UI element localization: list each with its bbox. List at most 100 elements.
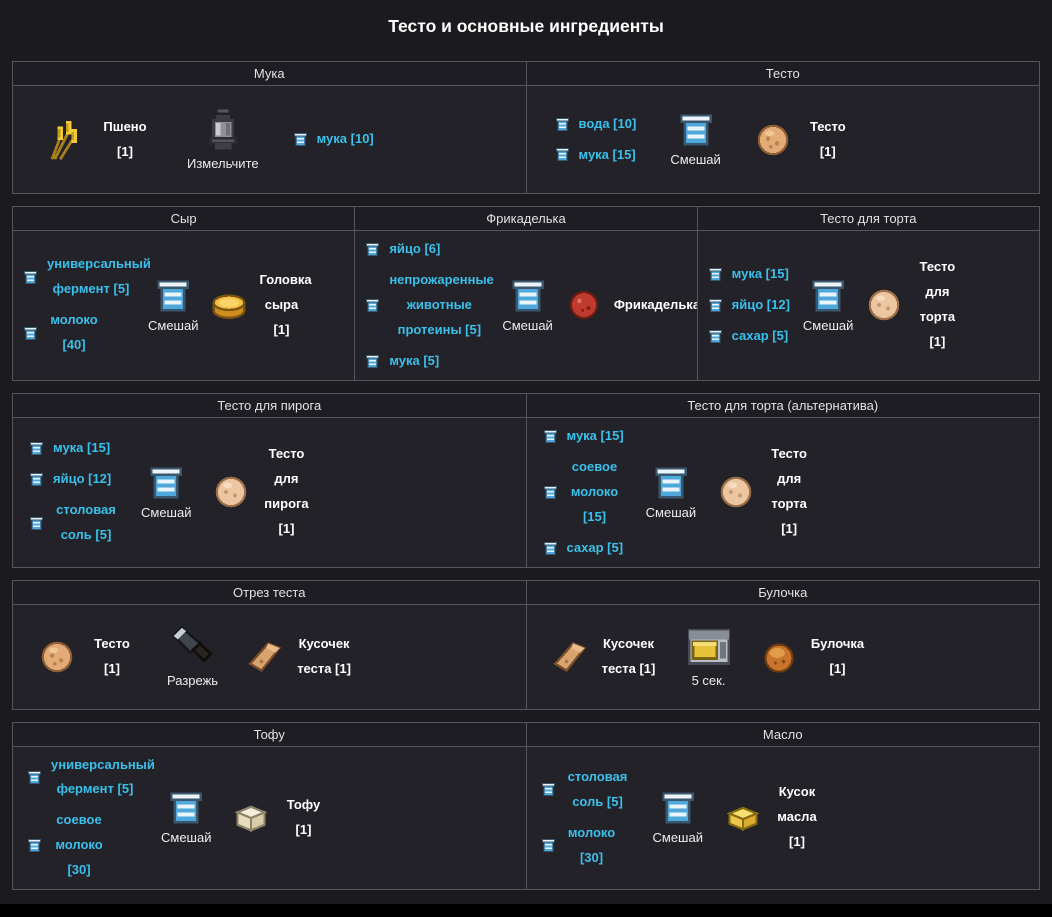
ingredient-pot-icon <box>29 441 44 456</box>
recipe-panel-cake-dough-alt: Тесто для торта (альтернатива) мука [15]… <box>526 392 1040 568</box>
ingredient-link[interactable]: мука [15] <box>566 427 624 443</box>
ingredient-item[interactable]: яйцо [12] <box>29 467 111 492</box>
butter-icon <box>725 800 761 836</box>
tool-label: Смешай <box>141 504 192 520</box>
recipe-content: Тесто [1] Разрежь Кусочек теста [1] <box>13 605 526 709</box>
ingredient-link[interactable]: столовая соль [5] <box>56 502 116 543</box>
ingredient-item[interactable]: молоко [30] <box>541 821 619 871</box>
ingredient-pot-icon <box>29 472 44 487</box>
recipe-row: Тесто для пирога мука [15] яйцо [12] <box>12 392 1040 568</box>
ingredient-link[interactable]: сахар [5] <box>731 327 789 343</box>
recipe-panel-meatball: Фрикаделька яйцо [6] непрожаренные живот… <box>355 206 698 381</box>
ingredient-link[interactable]: яйцо [12] <box>53 471 112 487</box>
ingredient-item[interactable]: мука [10] <box>293 127 374 152</box>
recipe-row: Тофу универсальный фермент [5] соевое мо… <box>12 721 1040 891</box>
ingredient-item[interactable]: мука [15] <box>555 143 636 168</box>
ingredient-item[interactable]: яйцо [12] <box>708 293 790 318</box>
tool: Смешай <box>161 790 211 845</box>
ingredient-item[interactable]: яйцо [6] <box>365 237 440 262</box>
ingredient-link[interactable]: мука [15] <box>53 440 111 456</box>
cake-dough-icon <box>718 474 754 510</box>
recipe-content: Кусочек теста [1] 5 сек. Булочка [1] <box>527 605 1040 709</box>
ingredient-pot-icon <box>27 838 42 853</box>
cake-dough-icon <box>866 287 902 323</box>
ingredient-item[interactable]: молоко [40] <box>23 308 101 358</box>
result-item: Тофу [1] <box>233 793 325 843</box>
recipe-title: Тесто для торта <box>697 207 1039 231</box>
ingredient-item[interactable]: столовая соль [5] <box>541 765 631 815</box>
tool-label: Смешай <box>670 152 721 167</box>
ingredient-link[interactable]: столовая соль [5] <box>567 769 628 809</box>
ingredient-item[interactable]: сахар [5] <box>708 324 789 349</box>
result-item-label: Тесто для пирога [1] <box>264 446 309 537</box>
ingredient-item[interactable]: вода [10] <box>555 112 637 137</box>
ingredient-item[interactable]: универсальный фермент [5] <box>27 753 155 803</box>
recipe-title: Мука <box>13 62 526 86</box>
ingredient-link[interactable]: соевое молоко [30] <box>55 812 103 878</box>
ingredient-link[interactable]: молоко [30] <box>567 824 616 865</box>
recipe-panel-tofu: Тофу универсальный фермент [5] соевое мо… <box>12 721 527 891</box>
ingredient-item[interactable]: соевое молоко [15] <box>543 455 623 530</box>
dough-icon <box>755 122 791 158</box>
tofu-icon <box>233 800 269 836</box>
recipe-panel-butter: Масло столовая соль [5] молоко [30] <box>526 721 1040 891</box>
tool: Измельчите <box>187 108 259 171</box>
ingredient-item[interactable]: непрожаренные животные протеины [5] <box>365 268 494 343</box>
recipe-content: универсальный фермент [5] молоко [40] См… <box>13 231 354 380</box>
ingredient-link[interactable]: яйцо [12] <box>731 296 790 312</box>
ingredient-item[interactable]: мука [15] <box>543 424 624 449</box>
result-item: Кусочек теста [1] <box>248 632 352 682</box>
tool-label: Смешай <box>652 830 703 846</box>
ingredient-item[interactable]: мука [5] <box>365 349 439 374</box>
ingredient-link[interactable]: мука [10] <box>316 131 374 147</box>
mixer-icon <box>660 790 696 826</box>
ingredient-link[interactable]: соевое молоко [15] <box>570 458 619 524</box>
ingredient-item[interactable]: универсальный фермент [5] <box>23 252 151 302</box>
ingredient-item[interactable]: мука [15] <box>708 262 789 287</box>
tool: Смешай <box>653 790 703 845</box>
pie-dough-icon <box>213 474 249 510</box>
dough-icon <box>39 639 75 675</box>
ingredient-link[interactable]: яйцо [6] <box>389 241 441 256</box>
result-item: Кусок масла [1] <box>725 780 821 855</box>
dough-piece-icon <box>553 639 589 675</box>
result-item: Тесто [1] <box>755 115 853 165</box>
tool: Разрежь <box>167 625 218 688</box>
ingredient-list: столовая соль [5] молоко [30] <box>541 765 631 871</box>
ingredient-pot-icon <box>27 770 42 785</box>
ingredient-pot-icon <box>543 541 558 556</box>
result-item: Тесто для торта [1] <box>718 442 812 542</box>
input-item: Тесто [1] <box>39 632 137 682</box>
ingredient-list: мука [15] соевое молоко [15] сахар [5] <box>543 424 624 561</box>
ingredient-link[interactable]: непрожаренные животные протеины [5] <box>389 271 494 337</box>
ingredient-link[interactable]: мука [5] <box>389 352 440 368</box>
ingredient-link[interactable]: универсальный фермент [5] <box>47 256 151 297</box>
ingredient-list: вода [10] мука [15] <box>555 112 637 168</box>
result-item-label: Фрикаделька [1] <box>613 296 698 312</box>
result-item-label: Тесто для торта [1] <box>771 446 807 537</box>
tool-label: Разрежь <box>167 673 219 689</box>
ingredient-item[interactable]: мука [15] <box>29 436 110 461</box>
ingredient-link[interactable]: молоко [40] <box>50 312 98 353</box>
ingredient-list: мука [15] яйцо [12] столовая соль [5] <box>29 436 119 548</box>
ingredient-item[interactable]: соевое молоко [30] <box>27 808 107 883</box>
ingredient-link[interactable]: универсальный фермент [5] <box>51 756 155 797</box>
ingredient-link[interactable]: сахар [5] <box>566 539 624 555</box>
ingredient-link[interactable]: мука [15] <box>731 265 789 281</box>
ingredient-pot-icon <box>29 516 44 531</box>
ingredient-link[interactable]: вода [10] <box>578 115 637 131</box>
page-title: Тесто и основные ингредиенты <box>388 16 664 36</box>
ingredient-pot-icon <box>365 242 380 257</box>
grinder-icon <box>201 108 245 152</box>
ingredient-link[interactable]: мука [15] <box>578 146 636 162</box>
input-item-label: Тесто [1] <box>94 635 130 676</box>
ingredient-item[interactable]: сахар [5] <box>543 536 624 561</box>
recipe-title: Отрез теста <box>13 580 526 605</box>
recipe-content: вода [10] мука [15] Смешай Тесто [1] <box>527 86 1040 193</box>
dough-piece-icon <box>248 639 284 675</box>
ingredient-pot-icon <box>555 147 570 162</box>
ingredient-list: универсальный фермент [5] соевое молоко … <box>27 753 155 884</box>
ingredient-item[interactable]: столовая соль [5] <box>29 498 119 548</box>
